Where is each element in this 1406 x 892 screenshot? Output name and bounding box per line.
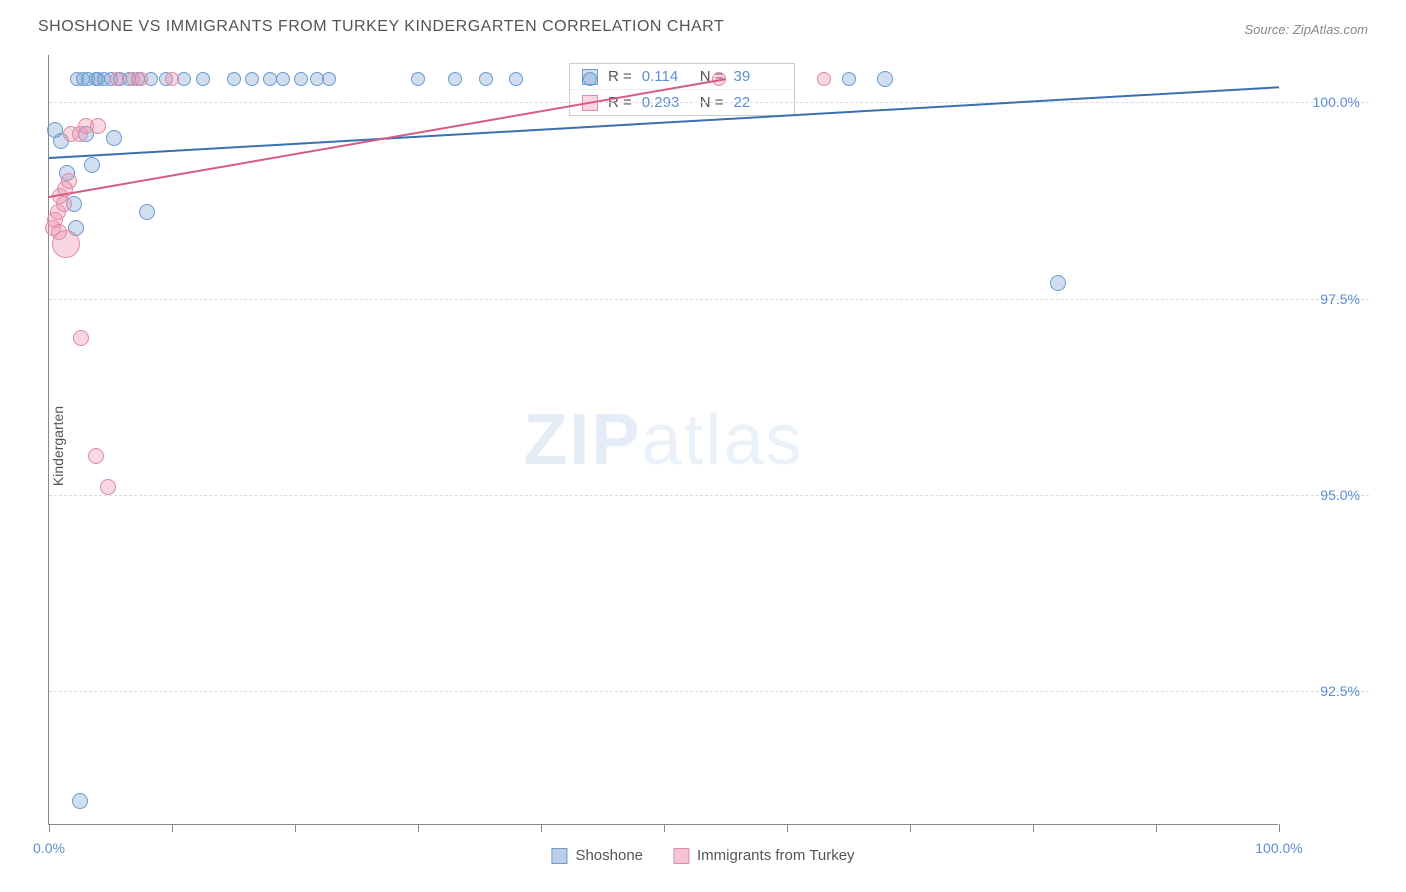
legend: Shoshone Immigrants from Turkey [551, 847, 854, 864]
watermark: ZIPatlas [523, 399, 803, 481]
data-point [411, 72, 425, 86]
chart-plot-area: ZIPatlas R = 0.114 N = 39 R = 0.293 N = … [48, 55, 1278, 825]
r-value-shoshone: 0.114 [642, 68, 690, 85]
x-tick-label: 100.0% [1255, 840, 1302, 856]
data-point [73, 330, 89, 346]
data-point [56, 196, 72, 212]
data-point [1050, 275, 1066, 291]
y-tick-label: 97.5% [1320, 291, 1360, 307]
legend-label-turkey: Immigrants from Turkey [697, 847, 855, 864]
chart-title: SHOSHONE VS IMMIGRANTS FROM TURKEY KINDE… [38, 18, 724, 36]
legend-swatch-shoshone [551, 848, 567, 864]
legend-label-shoshone: Shoshone [575, 847, 643, 864]
x-tick [910, 824, 911, 832]
data-point [245, 72, 259, 86]
data-point [509, 72, 523, 86]
x-tick [787, 824, 788, 832]
source-label: Source: ZipAtlas.com [1244, 22, 1368, 37]
stats-box: R = 0.114 N = 39 R = 0.293 N = 22 [569, 63, 795, 116]
x-tick [1156, 824, 1157, 832]
gridline [49, 102, 1369, 103]
trend-line [49, 79, 726, 199]
data-point [106, 130, 122, 146]
watermark-light: atlas [641, 400, 803, 480]
y-tick-label: 95.0% [1320, 487, 1360, 503]
data-point [134, 72, 148, 86]
data-point [877, 71, 893, 87]
x-tick [49, 824, 50, 832]
data-point [842, 72, 856, 86]
data-point [294, 72, 308, 86]
y-tick-label: 92.5% [1320, 683, 1360, 699]
data-point [276, 72, 290, 86]
data-point [61, 173, 77, 189]
data-point [139, 204, 155, 220]
legend-item-turkey: Immigrants from Turkey [673, 847, 855, 864]
gridline [49, 299, 1369, 300]
x-tick [541, 824, 542, 832]
data-point [72, 793, 88, 809]
data-point [165, 72, 179, 86]
y-tick-label: 100.0% [1313, 94, 1360, 110]
data-point [583, 72, 597, 86]
data-point [90, 118, 106, 134]
data-point [322, 72, 336, 86]
x-tick [1279, 824, 1280, 832]
data-point [88, 448, 104, 464]
x-tick-label: 0.0% [33, 840, 65, 856]
gridline [49, 691, 1369, 692]
data-point [84, 157, 100, 173]
gridline [49, 495, 1369, 496]
legend-item-shoshone: Shoshone [551, 847, 643, 864]
r-label: R = [608, 68, 632, 85]
x-tick [418, 824, 419, 832]
data-point [177, 72, 191, 86]
x-tick [295, 824, 296, 832]
data-point [479, 72, 493, 86]
data-point [52, 230, 80, 258]
legend-swatch-turkey [673, 848, 689, 864]
data-point [110, 72, 124, 86]
data-point [448, 72, 462, 86]
data-point [817, 72, 831, 86]
x-tick [664, 824, 665, 832]
data-point [100, 479, 116, 495]
watermark-bold: ZIP [523, 400, 641, 480]
x-tick [172, 824, 173, 832]
x-tick [1033, 824, 1034, 832]
data-point [227, 72, 241, 86]
n-value-shoshone: 39 [734, 68, 782, 85]
data-point [196, 72, 210, 86]
